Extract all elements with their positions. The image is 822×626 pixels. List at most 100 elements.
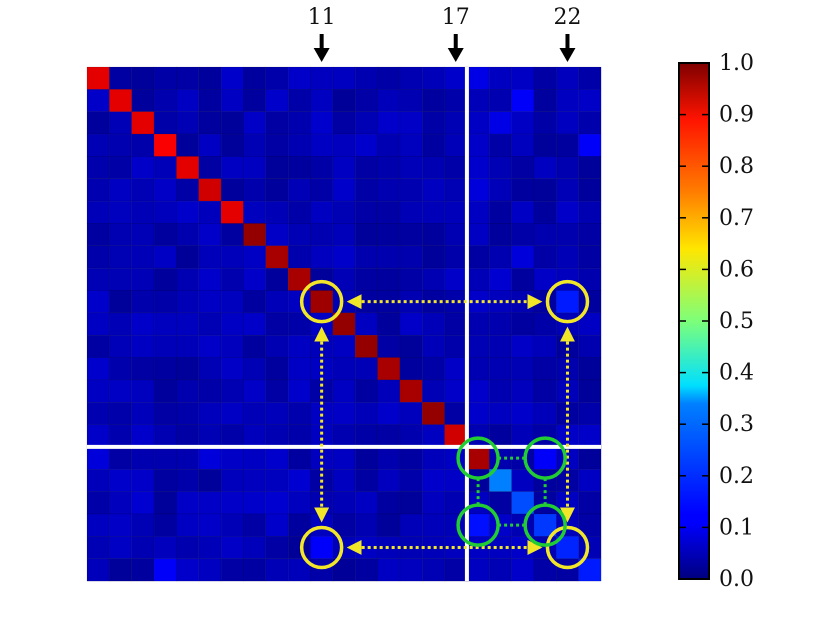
- heatmap-cell: [153, 66, 177, 90]
- heatmap-cell-diagonal: [354, 334, 378, 358]
- heatmap-cell: [533, 334, 557, 358]
- heatmap-cell: [198, 111, 222, 135]
- heatmap-cell: [511, 357, 535, 381]
- heatmap-cell: [377, 89, 401, 113]
- heatmap-cell: [555, 200, 580, 224]
- heatmap-cell: [533, 379, 557, 403]
- heatmap-cell: [86, 379, 110, 403]
- heatmap-cell: [176, 558, 200, 582]
- heatmap-cell: [131, 178, 155, 202]
- heatmap-cell: [131, 446, 155, 470]
- heatmap-cell: [243, 513, 267, 537]
- green-circle-marker: [523, 436, 567, 480]
- heatmap-cell: [466, 401, 490, 425]
- heatmap-cell: [533, 89, 557, 113]
- heatmap-cell: [198, 446, 222, 470]
- heatmap-cell: [354, 446, 378, 470]
- heatmap-cell: [578, 401, 602, 425]
- heatmap-cell: [421, 89, 445, 113]
- heatmap-cells: [86, 66, 602, 582]
- green-circle-marker: [456, 436, 500, 480]
- heatmap-cell: [511, 89, 535, 113]
- heatmap-cell: [466, 424, 490, 448]
- heatmap-cell: [578, 357, 602, 381]
- heatmap-cell: [354, 156, 378, 180]
- heatmap-cell: [109, 513, 133, 537]
- heatmap-cell: [243, 133, 267, 157]
- heatmap-cell: [131, 558, 155, 582]
- heatmap-cell: [265, 111, 289, 135]
- heatmap-cell: [578, 491, 602, 515]
- heatmap-cell: [421, 66, 445, 90]
- heatmap-cell: [377, 401, 401, 425]
- heatmap-cell: [377, 267, 401, 291]
- heatmap-cell: [109, 178, 133, 202]
- heatmap-cell: [287, 446, 311, 470]
- heatmap-cell: [131, 491, 155, 515]
- heatmap-cell: [220, 178, 244, 202]
- heatmap-cell: [533, 156, 557, 180]
- heatmap-cell: [354, 401, 378, 425]
- heatmap-cell: [265, 89, 289, 113]
- heatmap-cell: [511, 267, 535, 291]
- heatmap-cell: [310, 178, 334, 202]
- heatmap-cell: [131, 401, 155, 425]
- heatmap-cell: [287, 66, 311, 90]
- heatmap-cell: [131, 290, 155, 314]
- heatmap-cell: [220, 89, 244, 113]
- heatmap-cell: [176, 312, 200, 336]
- heatmap-cell: [421, 558, 445, 582]
- heatmap-cell: [176, 111, 200, 135]
- divider-lines: [87, 67, 601, 581]
- heatmap-cell: [466, 89, 490, 113]
- heatmap-cell: [444, 334, 468, 358]
- heatmap-cell-diagonal: [153, 133, 177, 157]
- heatmap-cell: [421, 468, 445, 493]
- heatmap-cell: [578, 66, 602, 90]
- heatmap-cell: [176, 66, 200, 90]
- heatmap-cell: [354, 424, 378, 448]
- heatmap-cell: [198, 312, 222, 336]
- heatmap-cell: [466, 334, 490, 358]
- heatmap-cell: [220, 513, 244, 537]
- heatmap-cell: [109, 446, 133, 470]
- colorbar-tick-label: 0.1: [719, 515, 754, 540]
- heatmap-cell: [399, 133, 423, 157]
- heatmap-cell: [399, 446, 423, 470]
- heatmap-cell: [176, 223, 200, 247]
- heatmap-cell-diagonal: [86, 66, 110, 90]
- heatmap-cell-diagonal: [421, 401, 445, 425]
- green-circle-marker: [456, 503, 500, 547]
- heatmap-cell: [466, 223, 490, 247]
- heatmap-cell: [220, 111, 244, 135]
- heatmap-cell: [176, 491, 200, 515]
- heatmap-cell: [533, 200, 557, 224]
- heatmap-cell: [399, 491, 423, 515]
- heatmap-cell: [131, 424, 155, 448]
- heatmap-cell: [265, 491, 289, 515]
- heatmap-cell: [399, 245, 423, 269]
- heatmap-cell: [153, 401, 177, 425]
- heatmap-cell: [86, 267, 110, 291]
- heatmap-cell: [488, 200, 513, 224]
- heatmap-cell: [488, 133, 513, 157]
- heatmap-cell: [488, 223, 513, 247]
- heatmap-cell: [198, 401, 222, 425]
- heatmap-cell: [354, 89, 378, 113]
- heatmap-cell: [310, 111, 334, 135]
- heatmap-cell: [265, 178, 289, 202]
- heatmap-cell: [287, 334, 311, 358]
- heatmap-cell: [287, 245, 311, 269]
- heatmap-cell: [153, 468, 177, 493]
- heatmap-cell: [109, 401, 133, 425]
- heatmap-cell: [421, 178, 445, 202]
- heatmap-cell: [220, 446, 244, 470]
- heatmap-cell: [153, 178, 177, 202]
- heatmap-cell: [153, 89, 177, 113]
- heatmap-cell: [354, 312, 378, 336]
- heatmap-cell: [220, 334, 244, 358]
- heatmap-cell: [198, 223, 222, 247]
- heatmap-cell: [377, 491, 401, 515]
- heatmap-cell: [109, 468, 133, 493]
